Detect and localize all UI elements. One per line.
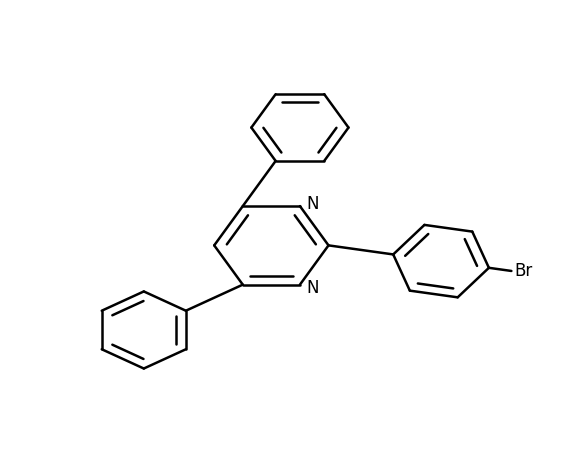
Text: N: N bbox=[307, 195, 319, 213]
Text: N: N bbox=[307, 279, 319, 297]
Text: Br: Br bbox=[514, 262, 533, 280]
